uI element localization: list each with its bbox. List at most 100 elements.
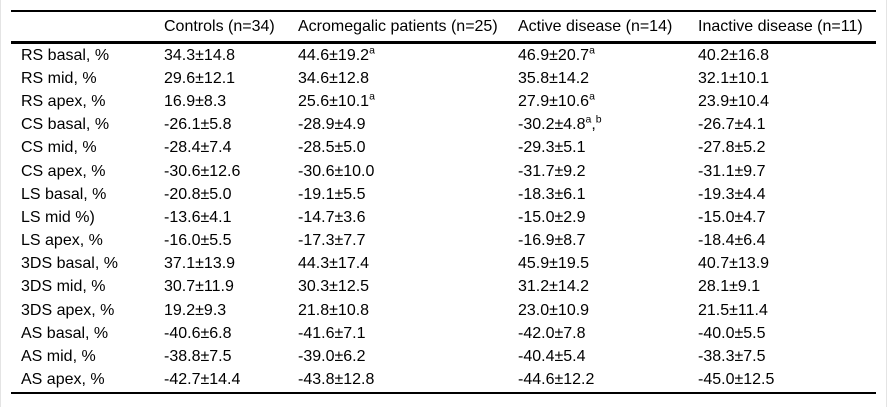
cell-active: -29.3±5.1 (518, 139, 586, 157)
footnote-marker: b (595, 113, 602, 126)
cell-acromegalic: -39.0±6.2 (298, 348, 366, 366)
header-cell-active: Active disease (n=14) (508, 11, 688, 44)
cell-controls: -28.4±7.4 (164, 139, 232, 157)
cell-inactive: -18.4±6.4 (698, 232, 766, 250)
cell-inactive: 32.1±10.1 (698, 69, 770, 87)
footnote-marker: a (589, 44, 595, 57)
cell-acromegalic: 21.8±10.8 (298, 301, 370, 319)
row-label: LS mid %) (21, 208, 95, 226)
table-body: RS basal, % 34.3±14.8 44.6±19.2a 46.9±20.7a… (11, 43, 876, 393)
cell-controls: 37.1±13.9 (164, 255, 236, 273)
table-row: AS apex, % -42.7±14.4 -43.8±12.8 -44.6±12.2… (11, 369, 876, 393)
cell-inactive: -40.0±5.5 (698, 324, 766, 342)
cell-controls: -20.8±5.0 (164, 185, 232, 203)
table-row: CS basal, % -26.1±5.8 -28.9±4.9 -30.2±4.8a,… (11, 114, 876, 137)
cell-acromegalic: -28.9±4.9 (298, 116, 366, 134)
cell-acromegalic: -14.7±3.6 (298, 208, 366, 226)
table-row: 3DS apex, % 19.2±9.3 21.8±10.8 23.0±10.9 21.… (11, 299, 876, 322)
cell-acromegalic: 25.6±10.1a (298, 90, 375, 110)
cell-controls: 19.2±9.3 (164, 301, 227, 319)
cell-inactive: 21.5±11.4 (698, 301, 768, 319)
cell-acromegalic: -28.5±5.0 (298, 139, 366, 157)
header-cell-inactive: Inactive disease (n=11) (688, 11, 876, 44)
cell-controls: 34.3±14.8 (164, 46, 236, 64)
cell-inactive: 40.2±16.8 (698, 46, 770, 64)
footnote-marker: a (589, 90, 595, 103)
cell-active: -30.2±4.8a,b (518, 113, 602, 134)
strain-data-table: Controls (n=34) Acromegalic patients (n=… (11, 10, 876, 394)
cell-active: -18.3±6.1 (518, 185, 586, 203)
cell-inactive: -27.8±5.2 (698, 139, 766, 157)
table-row: LS apex, % -16.0±5.5 -17.3±7.7 -16.9±8.7 -18… (11, 230, 876, 253)
cell-active: 23.0±10.9 (518, 301, 590, 319)
header-cell-controls: Controls (n=34) (154, 11, 288, 44)
table-row: CS apex, % -30.6±12.6 -30.6±10.0 -31.7±9.2 -… (11, 160, 876, 183)
header-cell-acromegalic: Acromegalic patients (n=25) (288, 11, 508, 44)
cell-inactive: -38.3±7.5 (698, 348, 766, 366)
row-label: CS mid, % (21, 139, 97, 157)
cell-acromegalic: 30.3±12.5 (298, 278, 370, 296)
cell-controls: 16.9±8.3 (164, 92, 227, 110)
cell-controls: 29.6±12.1 (164, 69, 236, 87)
cell-acromegalic: -43.8±12.8 (298, 371, 375, 389)
cell-inactive: 23.9±10.4 (698, 92, 770, 110)
row-label: 3DS basal, % (21, 255, 118, 273)
cell-inactive: -26.7±4.1 (698, 116, 766, 134)
cell-controls: -13.6±4.1 (164, 208, 232, 226)
row-label: RS apex, % (21, 92, 106, 110)
row-label: CS apex, % (21, 162, 106, 180)
cell-controls: -26.1±5.8 (164, 116, 232, 134)
footnote-marker: a (369, 44, 375, 57)
cell-acromegalic: -19.1±5.5 (298, 185, 366, 203)
cell-active: -16.9±8.7 (518, 232, 586, 250)
cell-controls: 30.7±11.9 (164, 278, 234, 296)
cell-inactive: 28.1±9.1 (698, 278, 761, 296)
cell-inactive: -45.0±12.5 (698, 371, 775, 389)
cell-active: 45.9±19.5 (518, 255, 590, 273)
table-row: RS apex, % 16.9±8.3 25.6±10.1a 27.9±10.6a 23… (11, 90, 876, 113)
row-label: AS mid, % (21, 348, 96, 366)
cell-active: 27.9±10.6a (518, 90, 595, 110)
cell-active: 46.9±20.7a (518, 44, 595, 64)
cell-active: -31.7±9.2 (518, 162, 586, 180)
cell-controls: -42.7±14.4 (164, 371, 241, 389)
cell-active: -42.0±7.8 (518, 324, 586, 342)
row-label: 3DS apex, % (21, 301, 115, 319)
cell-active: 31.2±14.2 (518, 278, 590, 296)
row-label: AS apex, % (21, 371, 105, 389)
footnote-marker: a (369, 90, 375, 103)
header-cell-empty (11, 11, 154, 44)
cell-inactive: -15.0±4.7 (698, 208, 766, 226)
cell-controls: -40.6±6.8 (164, 324, 232, 342)
cell-acromegalic: 44.6±19.2a (298, 44, 375, 64)
table-row: CS mid, % -28.4±7.4 -28.5±5.0 -29.3±5.1 -27.… (11, 137, 876, 160)
cell-controls: -30.6±12.6 (164, 162, 241, 180)
row-label: RS basal, % (21, 46, 110, 64)
cell-controls: -38.8±7.5 (164, 348, 232, 366)
cell-acromegalic: -17.3±7.7 (298, 232, 366, 250)
table-row: AS mid, % -38.8±7.5 -39.0±6.2 -40.4±5.4 -38.… (11, 345, 876, 368)
table-row: 3DS basal, % 37.1±13.9 44.3±17.4 45.9±19.5 4… (11, 253, 876, 276)
table-row: RS mid, % 29.6±12.1 34.6±12.8 35.8±14.2 32.1… (11, 67, 876, 90)
cell-active: 35.8±14.2 (518, 69, 590, 87)
cell-inactive: -19.3±4.4 (698, 185, 766, 203)
cell-acromegalic: 34.6±12.8 (298, 69, 370, 87)
row-label: AS basal, % (21, 324, 109, 342)
row-label: CS basal, % (21, 116, 110, 134)
cell-inactive: -31.1±9.7 (698, 162, 766, 180)
cell-active: -15.0±2.9 (518, 208, 586, 226)
cell-acromegalic: -30.6±10.0 (298, 162, 375, 180)
table-row: 3DS mid, % 30.7±11.9 30.3±12.5 31.2±14.2 28.… (11, 276, 876, 299)
row-label: 3DS mid, % (21, 278, 106, 296)
footnote-marker: a (585, 113, 592, 126)
cell-acromegalic: 44.3±17.4 (298, 255, 370, 273)
table-row: LS mid %) -13.6±4.1 -14.7±3.6 -15.0±2.9 -15.… (11, 206, 876, 229)
row-label: LS apex, % (21, 232, 103, 250)
table-row: AS basal, % -40.6±6.8 -41.6±7.1 -42.0±7.8 -4… (11, 322, 876, 345)
row-label: LS basal, % (21, 185, 107, 203)
cell-active: -40.4±5.4 (518, 348, 586, 366)
cell-acromegalic: -41.6±7.1 (298, 324, 366, 342)
cell-controls: -16.0±5.5 (164, 232, 232, 250)
table-row: RS basal, % 34.3±14.8 44.6±19.2a 46.9±20.7a… (11, 43, 876, 68)
